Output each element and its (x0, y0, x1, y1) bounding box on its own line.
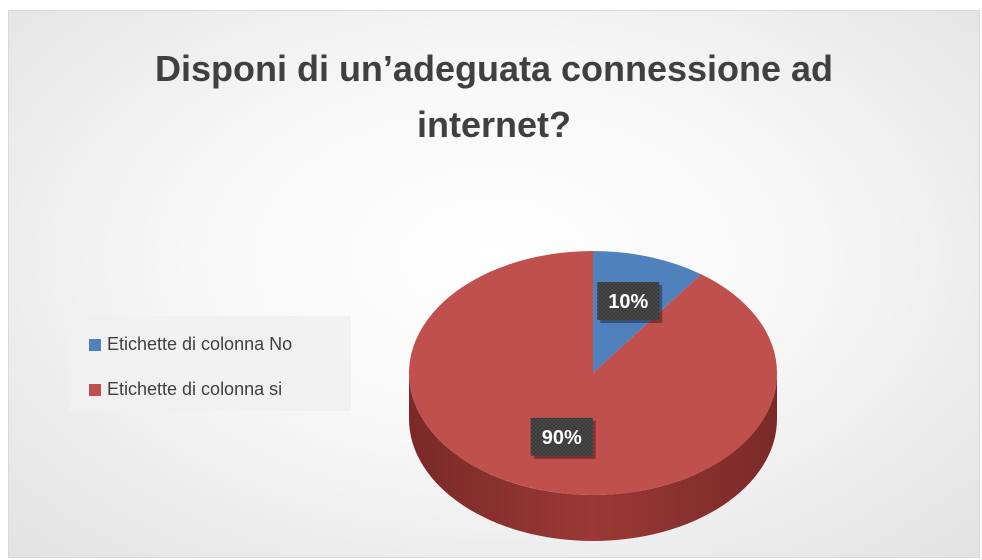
data-label-box-0 (597, 282, 660, 321)
legend: Etichette di colonna No Etichette di col… (69, 316, 351, 411)
data-label-box-1 (530, 417, 593, 456)
pie-side (409, 373, 777, 541)
chart-title-line-1: Disponi di un’adeguata connessione ad (154, 48, 834, 89)
legend-label-si: Etichette di colonna si (107, 379, 283, 399)
legend-swatch-si (89, 383, 101, 396)
pie-chart: 10% 90% (409, 251, 777, 541)
pie-labels: 10% 90% (530, 282, 663, 459)
legend-label-no: Etichette di colonna No (107, 334, 293, 354)
legend-item-si: Etichette di colonna si (89, 379, 282, 400)
chart-area: Disponi di un’adeguata connessione ad in… (8, 10, 980, 558)
data-label-1: 90% (542, 427, 582, 449)
legend-swatch-no (89, 338, 101, 351)
pie-side-wall (409, 373, 777, 541)
chart-title-line-2: internet? (416, 104, 571, 145)
legend-item-no: Etichette di colonna No (89, 334, 292, 355)
data-label-0: 10% (608, 291, 648, 313)
pie-slice-1 (409, 251, 777, 496)
chart-title: Disponi di un’adeguata connessione ad in… (9, 41, 979, 153)
